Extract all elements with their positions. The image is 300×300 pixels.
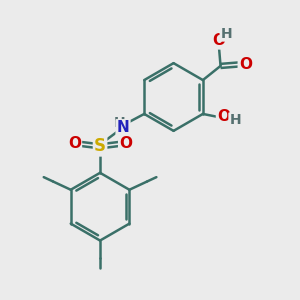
Text: O: O (68, 136, 81, 152)
Text: H: H (220, 26, 232, 40)
Text: O: O (239, 57, 252, 72)
Text: S: S (94, 137, 106, 155)
Text: O: O (217, 110, 230, 124)
Text: O: O (212, 33, 225, 48)
Text: O: O (119, 136, 132, 152)
Text: H: H (114, 116, 125, 130)
Text: N: N (117, 120, 129, 135)
Text: H: H (230, 113, 241, 128)
